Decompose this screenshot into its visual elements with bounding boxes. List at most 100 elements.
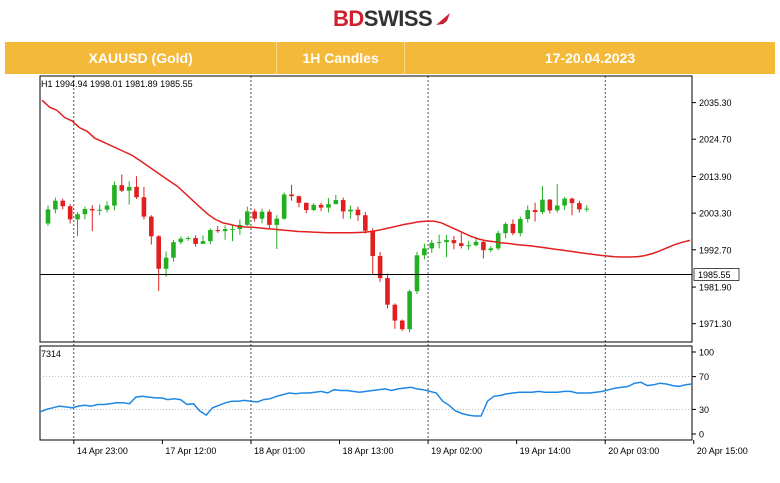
candle-body [547,199,553,211]
indicator-line [39,381,693,417]
candle-body [53,200,58,210]
candle-body [569,198,575,204]
time-tick-label: 20 Apr 03:00 [608,446,659,456]
candle-body [274,218,280,225]
candle-body [208,230,213,242]
price-chart: 1985.55 2035.30 2024.70 2013.90 2003.30 1992… [5,74,775,478]
time-tick-label: 18 Apr 13:00 [343,446,394,456]
brand-logo: BD SWISS [0,0,780,40]
candle-body [244,211,250,225]
candle-body [82,209,88,215]
candle-body [75,214,80,220]
header-dates: 17-20.04.2023 [544,50,636,66]
candle-body [466,245,471,247]
candlestick-series [45,174,590,333]
candle-body [200,241,206,244]
candle-body [348,209,353,212]
chart-header-bar: XAUUSD (Gold) 1H Candles 17-20.04.2023 [5,42,775,74]
candle-body [429,242,435,249]
brand-logo-bd: BD [333,6,364,31]
candle-body [326,204,331,208]
price-tick-label: 1992.70 [699,245,732,255]
price-axis: 2035.30 2024.70 2013.90 2003.30 1992.70 1981.… [692,98,732,329]
candle-body [532,210,538,213]
candle-body [363,215,368,231]
last-price-line: 1985.55 [40,268,740,281]
candle-body [222,229,228,232]
candle-body [60,200,66,207]
candle-body [355,209,361,216]
candle-body [67,206,73,220]
moving-average-line [41,99,691,258]
candle-body [488,248,494,251]
candle-body [495,233,501,249]
candle-body [451,240,457,244]
candle-body [562,198,567,206]
candle-body [422,248,427,256]
indicator-tick-label: 70 [699,372,709,382]
time-tick-label: 19 Apr 14:00 [520,446,571,456]
price-tick-label: 1971.30 [699,319,732,329]
indicator-grid-lines [40,376,692,410]
time-tick-label: 18 Apr 01:00 [254,446,305,456]
candle-body [230,229,235,231]
candle-body [444,240,449,243]
brand-arrow-icon [436,13,451,25]
candle-body [370,230,376,256]
candle-body [340,200,346,212]
candle-body [311,204,316,211]
candle-body [510,223,516,234]
time-tick-label: 20 Apr 15:00 [697,446,748,456]
candle-body [392,304,398,321]
candle-body [554,205,560,211]
candle-body [119,185,125,191]
last-price-label: 1985.55 [698,270,731,280]
brand-logo-swiss: SWISS [363,6,433,31]
indicator-label: 7314 [41,349,61,359]
candle-body [171,242,176,258]
candle-body [481,241,486,251]
candle-body [318,204,324,208]
time-tick-label: 17 Apr 12:00 [165,446,216,456]
time-tick-label: 19 Apr 02:00 [431,446,482,456]
price-tick-label: 1981.90 [699,283,732,293]
candle-body [473,241,479,246]
candle-body [377,255,383,279]
price-tick-label: 2013.90 [699,172,732,182]
candle-body [385,278,390,305]
indicator-panel-border [39,345,693,441]
last-price-box [693,268,740,281]
indicator-series [39,381,693,417]
candle-body [252,211,257,219]
candle-body [458,243,464,246]
chart-frame [39,75,693,441]
candle-body [178,238,184,243]
header-symbol: XAUUSD (Gold) [5,42,278,74]
candle-body [97,209,102,211]
candle-body [104,205,110,210]
candle-body [518,219,523,234]
candle-body [141,197,147,217]
candle-body [584,208,590,210]
candle-body [414,255,420,292]
candle-body [149,216,154,237]
session-break-lines [73,76,606,440]
price-tick-label: 2003.30 [699,209,732,219]
indicator-tick-label: 100 [699,348,714,358]
candle-body [259,211,265,219]
indicator-tick-label: 30 [699,405,709,415]
header-timeframe: 1H Candles [277,42,405,74]
candle-body [156,236,161,269]
chart-ohlc-info: H1 1994.94 1998.01 1981.89 1985.55 [41,79,193,89]
price-panel-border [39,75,693,343]
candle-body [163,257,169,269]
candle-body [503,223,508,234]
candle-body [540,199,545,213]
candle-body [436,242,442,244]
candle-body [289,194,294,197]
candle-body [267,211,272,225]
candle-body [577,203,582,210]
candle-body [126,186,132,191]
time-tick-label: 14 Apr 23:00 [77,446,128,456]
candle-body [296,196,302,203]
